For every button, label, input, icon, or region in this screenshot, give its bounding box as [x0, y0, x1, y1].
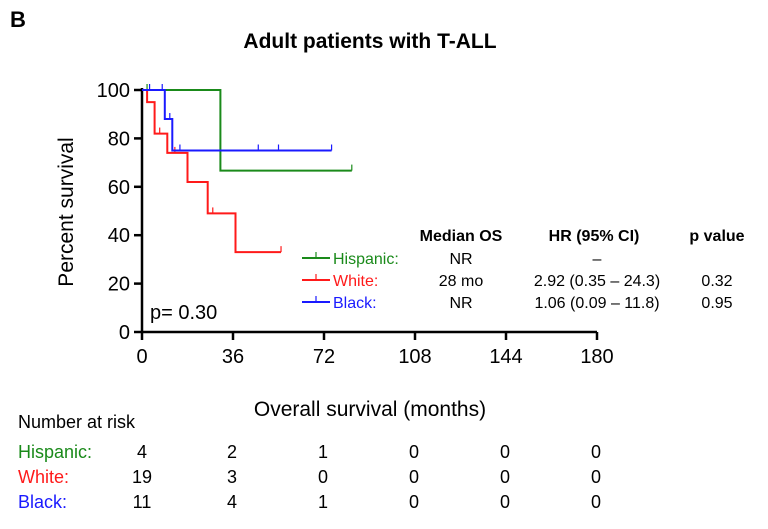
legend-median-os: 28 mo	[439, 273, 484, 290]
legend-hr: –	[593, 251, 602, 268]
legend-label-hispanic: Hispanic:	[333, 251, 399, 268]
risk-count: 0	[500, 492, 510, 512]
risk-row-label-hispanic: Hispanic:	[18, 442, 92, 462]
y-tick-label: 20	[108, 274, 130, 296]
x-tick-label: 144	[489, 346, 522, 368]
risk-count: 0	[500, 467, 510, 487]
x-tick-label: 180	[580, 346, 613, 368]
legend-header: Median OS	[420, 228, 503, 245]
y-tick-label: 40	[108, 225, 130, 247]
x-tick-label: 0	[136, 346, 147, 368]
risk-count: 0	[409, 467, 419, 487]
y-tick-label: 0	[119, 322, 130, 344]
risk-count: 0	[591, 492, 601, 512]
legend-p-value: 0.32	[701, 273, 732, 290]
x-axis-label: Overall survival (months)	[254, 398, 486, 421]
risk-count: 2	[227, 442, 237, 462]
risk-count: 4	[137, 442, 147, 462]
legend-label-white: White:	[333, 273, 378, 290]
y-tick-label: 60	[108, 177, 130, 199]
risk-count: 0	[409, 442, 419, 462]
legend-hr: 1.06 (0.09 – 11.8)	[534, 295, 659, 312]
x-tick-label: 108	[398, 346, 431, 368]
survival-curve-black	[142, 89, 332, 152]
y-tick-label: 100	[97, 80, 130, 102]
panel-label: B	[10, 7, 26, 32]
legend-p-value: 0.95	[701, 295, 732, 312]
risk-table-title: Number at risk	[18, 412, 136, 432]
legend-header: HR (95% CI)	[549, 228, 640, 245]
risk-count: 0	[409, 492, 419, 512]
legend-header: p value	[689, 228, 744, 245]
legend-median-os: NR	[449, 251, 472, 268]
risk-count: 0	[591, 442, 601, 462]
risk-row-label-white: White:	[18, 467, 69, 487]
legend-label-black: Black:	[333, 295, 377, 312]
risk-count: 0	[318, 467, 328, 487]
risk-count: 19	[132, 467, 152, 487]
risk-count: 0	[500, 442, 510, 462]
risk-count: 1	[318, 442, 328, 462]
legend-hr: 2.92 (0.35 – 24.3)	[534, 273, 660, 290]
y-tick-label: 80	[108, 128, 130, 150]
legend-median-os: NR	[449, 295, 472, 312]
risk-count: 0	[591, 467, 601, 487]
survival-curve-hispanic	[142, 89, 352, 172]
p-value-annotation: p= 0.30	[150, 302, 217, 324]
chart-title: Adult patients with T-ALL	[243, 30, 496, 53]
x-tick-label: 72	[313, 346, 335, 368]
survival-curve-white	[142, 89, 281, 254]
y-axis-label: Percent survival	[55, 137, 78, 286]
risk-count: 4	[227, 492, 237, 512]
risk-count: 11	[133, 492, 152, 512]
risk-count: 1	[318, 492, 328, 512]
risk-count: 3	[227, 467, 237, 487]
risk-row-label-black: Black:	[18, 492, 67, 512]
x-tick-label: 36	[222, 346, 244, 368]
